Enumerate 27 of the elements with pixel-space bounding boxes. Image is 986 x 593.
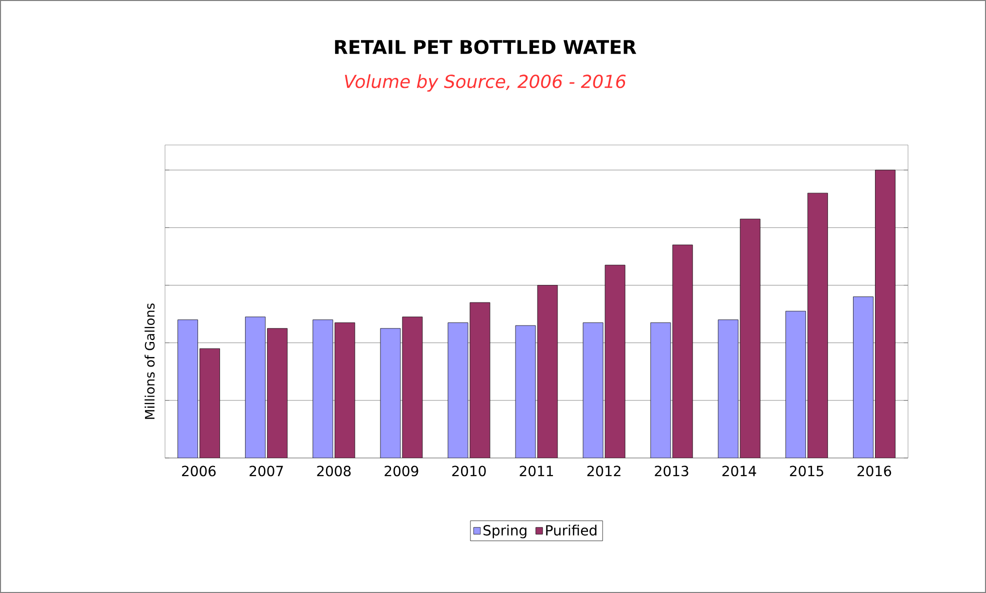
x-tick-label: 2012: [587, 466, 620, 476]
bar: [740, 218, 760, 458]
x-tick-label: 2007: [250, 466, 283, 476]
y-axis-title: Millions of Gallons: [144, 303, 155, 419]
chart-title: RETAIL PET BOTTLED WATER: [335, 40, 636, 54]
bar: [672, 244, 693, 458]
x-tick-label: 2016: [858, 466, 892, 476]
chart-subtitle: Volume by Source, 2006 - 2016: [344, 74, 626, 92]
bar: [604, 264, 626, 458]
x-tick-label: 2015: [790, 466, 824, 476]
x-tick-label: 2013: [654, 466, 688, 476]
x-tick-label: 2006: [182, 466, 216, 476]
bar: [334, 322, 356, 458]
bar: [402, 316, 423, 458]
x-tick-label: 2014: [722, 466, 756, 476]
bar: [200, 348, 220, 458]
x-tick-label: 2010: [452, 466, 486, 476]
legend-label: Spring: [484, 524, 526, 538]
bar: [267, 328, 288, 458]
bar: [807, 192, 828, 458]
bar: [470, 302, 490, 458]
bar: [875, 170, 896, 458]
x-tick-label: 2008: [317, 466, 351, 476]
legend-label: Purified: [546, 524, 596, 536]
x-tick-label: 2011: [520, 466, 553, 476]
x-tick-label: 2009: [384, 466, 418, 476]
bar: [537, 285, 558, 458]
